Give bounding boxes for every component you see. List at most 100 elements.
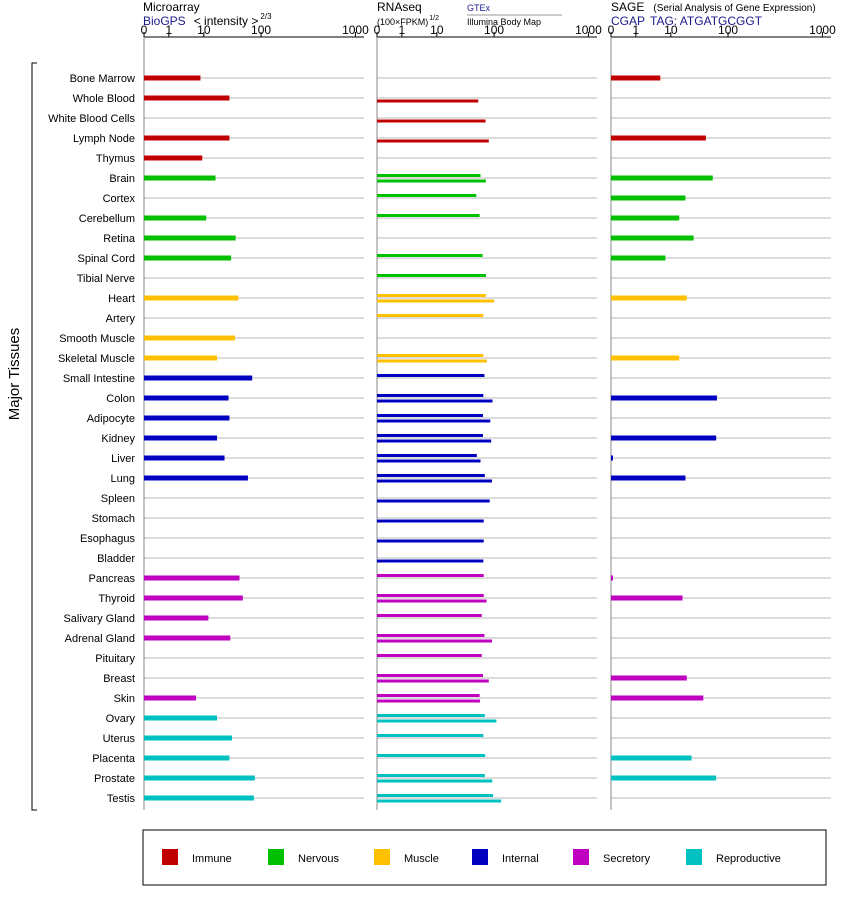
legend-label-secretory: Secretory bbox=[603, 853, 651, 865]
expression-bar bbox=[377, 439, 492, 443]
rnaseq-power: 1/2 bbox=[429, 15, 439, 22]
expression-bar bbox=[611, 475, 686, 481]
expression-bar bbox=[611, 435, 717, 441]
tissue-label: Esophagus bbox=[80, 533, 136, 545]
expression-bar bbox=[611, 755, 692, 761]
tissue-label: Testis bbox=[107, 793, 136, 805]
biogps-link: BioGPS bbox=[143, 14, 186, 28]
expression-bar bbox=[611, 175, 713, 181]
expression-bar bbox=[144, 475, 248, 481]
expression-bar bbox=[144, 375, 253, 381]
expression-bar bbox=[144, 455, 225, 461]
expression-bar bbox=[377, 674, 483, 677]
tissue-label: Bone Marrow bbox=[70, 73, 135, 85]
legend-swatch-immune bbox=[162, 849, 178, 865]
expression-bar bbox=[377, 654, 482, 657]
cgap-link: CGAP bbox=[611, 14, 645, 28]
expression-bar bbox=[377, 714, 485, 717]
expression-bar bbox=[144, 435, 218, 441]
expression-bar bbox=[377, 399, 493, 403]
tissue-label: Heart bbox=[108, 293, 135, 305]
expression-bar bbox=[377, 179, 486, 183]
axis-tick-label: 1 bbox=[633, 23, 640, 37]
expression-bar bbox=[377, 699, 481, 703]
tissue-label: Prostate bbox=[94, 773, 135, 785]
expression-bar bbox=[377, 479, 492, 483]
expression-bar bbox=[377, 594, 484, 597]
expression-bar bbox=[611, 455, 613, 461]
expression-bar bbox=[377, 519, 484, 523]
tissue-label: Colon bbox=[106, 393, 135, 405]
expression-bar bbox=[144, 355, 218, 361]
tissue-label: Adipocyte bbox=[87, 413, 135, 425]
tissue-label: Smooth Muscle bbox=[59, 333, 135, 345]
tissue-label: Cerebellum bbox=[79, 213, 135, 225]
expression-bar bbox=[377, 294, 486, 297]
expression-bar bbox=[377, 414, 483, 417]
legend-label-muscle: Muscle bbox=[404, 853, 439, 865]
rnaseq-header: RNAseq (100×FPKM)1/2 GTEx Illumina Body … bbox=[377, 0, 562, 27]
expression-bar bbox=[377, 474, 485, 477]
expression-bar bbox=[377, 734, 484, 737]
expression-bar bbox=[377, 754, 486, 757]
expression-bar bbox=[377, 574, 484, 577]
rnaseq-title: RNAseq bbox=[377, 0, 422, 14]
expression-bar bbox=[611, 75, 661, 81]
expression-bar bbox=[377, 174, 481, 177]
axis-tick-label: 0 bbox=[608, 23, 615, 37]
expression-bar bbox=[144, 415, 230, 421]
expression-bar bbox=[144, 255, 232, 261]
tissue-label: Artery bbox=[106, 313, 136, 325]
tissue-label: Spleen bbox=[101, 493, 135, 505]
expression-bar bbox=[144, 135, 230, 141]
expression-bar bbox=[144, 95, 230, 101]
expression-bar bbox=[611, 355, 680, 361]
expression-bar bbox=[377, 614, 482, 617]
expression-bar bbox=[144, 155, 203, 161]
expression-bar bbox=[611, 395, 717, 401]
expression-bar bbox=[144, 75, 201, 81]
microarray-header: Microarray BioGPS < intensity >2/3 bbox=[143, 0, 272, 28]
tissue-label: White Blood Cells bbox=[48, 113, 135, 125]
expression-bar bbox=[144, 715, 218, 721]
legend-label-immune: Immune bbox=[192, 853, 232, 865]
illumina-body-map-label: Illumina Body Map bbox=[467, 17, 541, 27]
microarray-intensity-label: < intensity > bbox=[194, 14, 259, 28]
axis-tick-label: 1 bbox=[166, 23, 173, 37]
expression-bar bbox=[377, 639, 492, 643]
expression-bar bbox=[377, 274, 486, 277]
expression-bar bbox=[377, 774, 485, 777]
expression-bar bbox=[377, 499, 490, 503]
sage-header: SAGE (Serial Analysis of Gene Expression)… bbox=[611, 0, 816, 28]
expression-bar bbox=[611, 235, 694, 241]
rnaseq-unit: (100×FPKM) bbox=[377, 17, 428, 27]
expression-bar bbox=[144, 775, 255, 781]
expression-bar bbox=[377, 799, 502, 803]
expression-bar bbox=[377, 794, 494, 797]
expression-bar bbox=[611, 775, 717, 781]
axis-tick-label: 1 bbox=[399, 23, 406, 37]
expression-bar bbox=[377, 354, 484, 357]
expression-bar bbox=[377, 634, 485, 637]
axis-tick-label: 0 bbox=[141, 23, 148, 37]
tissue-label: Lymph Node bbox=[73, 133, 135, 145]
axis-tick-label: 100 bbox=[251, 23, 271, 37]
sage-title: SAGE bbox=[611, 0, 644, 14]
microarray-power: 2/3 bbox=[260, 12, 272, 21]
tissue-label: Liver bbox=[111, 453, 135, 465]
tissue-label: Bladder bbox=[97, 553, 135, 565]
expression-bar bbox=[377, 679, 489, 683]
tissue-label: Small Intestine bbox=[63, 373, 135, 385]
expression-bar bbox=[144, 695, 197, 701]
legend-swatch-muscle bbox=[374, 849, 390, 865]
tissue-label: Retina bbox=[103, 233, 136, 245]
expression-bar bbox=[144, 295, 239, 301]
gtex-link: GTEx bbox=[467, 3, 491, 13]
expression-bar bbox=[611, 695, 704, 701]
axis-tick-label: 10 bbox=[197, 23, 211, 37]
expression-bar bbox=[611, 195, 686, 201]
legend-swatch-nervous bbox=[268, 849, 284, 865]
tissue-label: Kidney bbox=[101, 433, 135, 445]
tissue-label: Pancreas bbox=[89, 573, 136, 585]
expression-bar bbox=[377, 374, 485, 377]
